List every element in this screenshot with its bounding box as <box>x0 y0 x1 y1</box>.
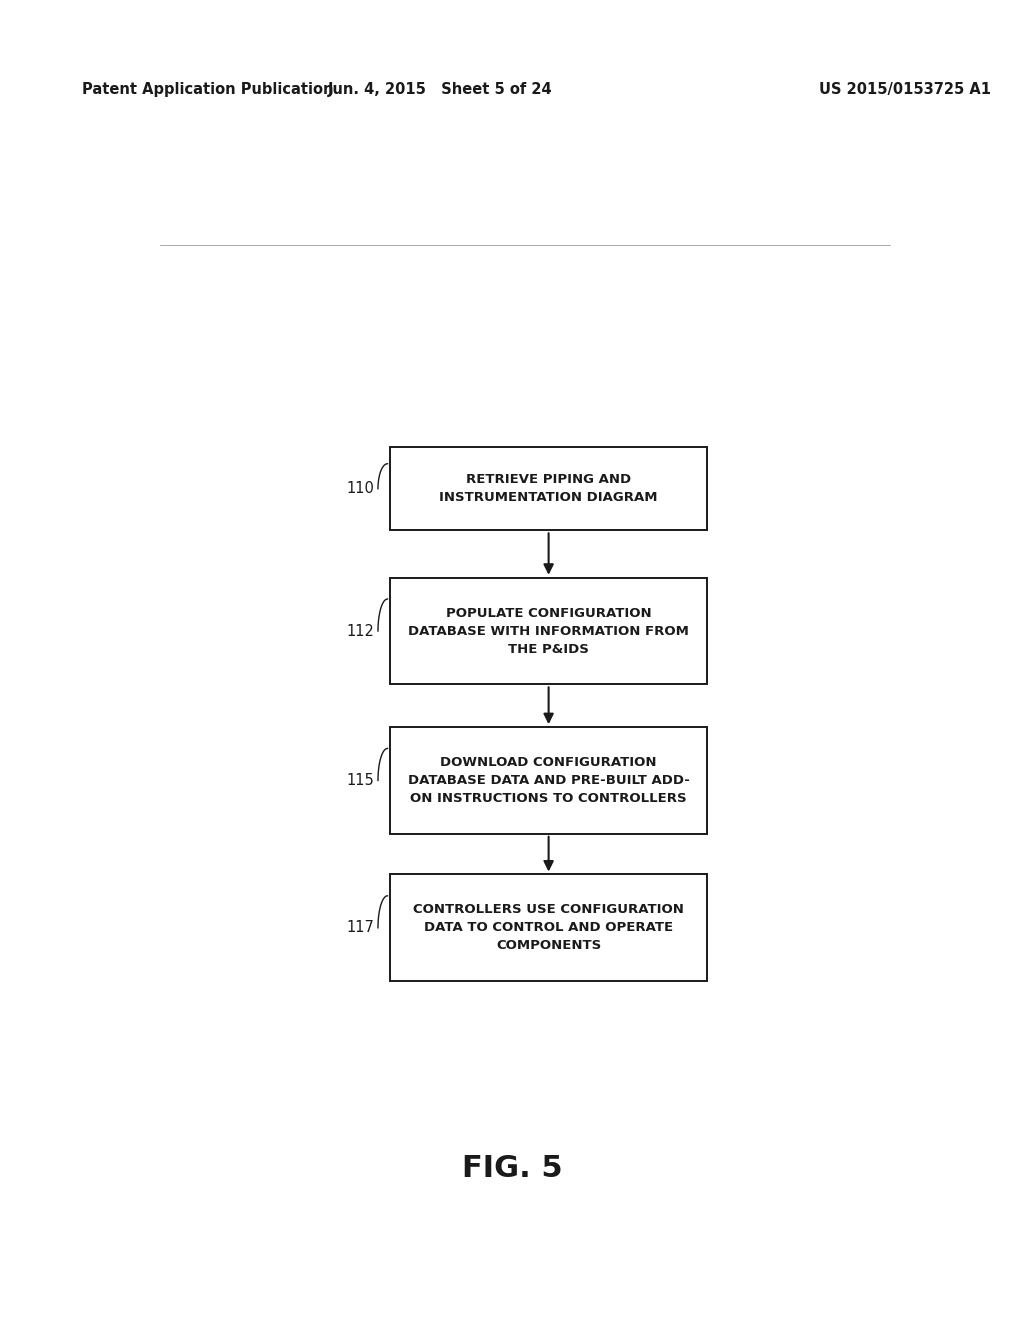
Text: CONTROLLERS USE CONFIGURATION
DATA TO CONTROL AND OPERATE
COMPONENTS: CONTROLLERS USE CONFIGURATION DATA TO CO… <box>413 903 684 952</box>
Bar <box>390 447 708 531</box>
Text: 117: 117 <box>346 920 374 936</box>
Text: DOWNLOAD CONFIGURATION
DATABASE DATA AND PRE-BUILT ADD-
ON INSTRUCTIONS TO CONTR: DOWNLOAD CONFIGURATION DATABASE DATA AND… <box>408 756 689 805</box>
Text: POPULATE CONFIGURATION
DATABASE WITH INFORMATION FROM
THE P&IDS: POPULATE CONFIGURATION DATABASE WITH INF… <box>409 606 689 656</box>
Bar <box>390 727 708 834</box>
Text: Jun. 4, 2015   Sheet 5 of 24: Jun. 4, 2015 Sheet 5 of 24 <box>328 82 553 96</box>
Text: 115: 115 <box>346 774 374 788</box>
Bar <box>390 578 708 684</box>
Text: Patent Application Publication: Patent Application Publication <box>82 82 334 96</box>
Text: 110: 110 <box>346 482 374 496</box>
Text: FIG. 5: FIG. 5 <box>462 1154 562 1183</box>
Text: RETRIEVE PIPING AND
INSTRUMENTATION DIAGRAM: RETRIEVE PIPING AND INSTRUMENTATION DIAG… <box>439 474 657 504</box>
Bar <box>390 874 708 981</box>
Text: 112: 112 <box>346 623 374 639</box>
Text: US 2015/0153725 A1: US 2015/0153725 A1 <box>819 82 991 96</box>
